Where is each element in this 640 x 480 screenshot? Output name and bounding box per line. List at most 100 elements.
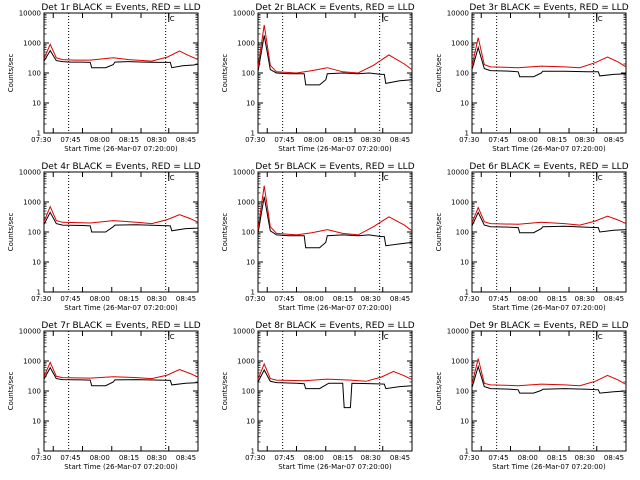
x-tick-label: 07:30 [245,136,265,144]
lld-series-line [471,37,627,69]
x-tick-label: 07:45 [488,136,508,144]
x-tick-label: 08:00 [90,295,110,303]
x-tick-label: 08:45 [176,136,196,144]
x-tick-label: 08:30 [575,454,595,462]
panel-title: Det 3r BLACK = Events, RED = LLD [469,3,628,13]
lld-series-line [257,185,413,236]
x-tick-label: 08:30 [147,136,167,144]
x-tick-label: 08:00 [518,454,538,462]
x-axis-label: Start Time (26-Mar-07 07:20:00) [64,463,178,471]
marker-c-label: C [598,174,603,182]
x-tick-label: 08:15 [333,136,353,144]
events-series-line [257,368,413,409]
detector-panel: Det 1r BLACK = Events, RED = LLD 1 10 100 10… [7,3,201,153]
panel-title: Det 8r BLACK = Events, RED = LLD [255,321,414,331]
y-tick-label: 1 [251,130,255,138]
y-tick-label: 100 [456,70,469,78]
y-tick-label: 1 [465,130,469,138]
y-axis-label: Counts/sec [7,54,15,93]
marker-c-label: C [384,174,389,182]
y-tick-label: 1 [37,130,41,138]
x-tick-label: 07:30 [31,454,51,462]
panel-title: Det 5r BLACK = Events, RED = LLD [255,162,414,172]
y-tick-label: 1 [251,289,255,297]
y-tick-label: 10000 [233,169,255,177]
y-tick-label: 10 [460,100,469,108]
x-tick-label: 07:45 [488,454,508,462]
y-axis-label: Counts/sec [221,372,229,411]
x-tick-label: 07:30 [459,136,479,144]
events-series-line [471,211,627,234]
y-tick-label: 1000 [23,40,41,48]
x-tick-label: 08:00 [304,136,324,144]
y-tick-label: 1000 [237,199,255,207]
y-tick-label: 1000 [237,40,255,48]
x-axis-label: Start Time (26-Mar-07 07:20:00) [278,304,392,312]
events-series-line [43,211,199,233]
y-tick-label: 10 [32,100,41,108]
y-axis-label: Counts/sec [7,372,15,411]
y-axis-label: Counts/sec [435,372,443,411]
y-tick-label: 10000 [447,10,469,18]
marker-c-label: C [598,333,603,341]
x-tick-label: 07:45 [274,295,294,303]
marker-c-label: C [170,174,175,182]
detector-panel: Det 6r BLACK = Events, RED = LLD 1 10 100 10… [435,162,629,312]
x-tick-label: 08:45 [390,454,410,462]
lld-series-line [257,24,413,74]
x-tick-label: 08:15 [333,295,353,303]
x-tick-label: 08:30 [147,295,167,303]
x-tick-label: 07:45 [274,136,294,144]
plot-frame [43,330,199,452]
y-tick-label: 10 [32,259,41,267]
plot-frame [471,12,627,134]
y-tick-label: 100 [242,388,255,396]
y-tick-label: 10000 [233,328,255,336]
x-axis-label: Start Time (26-Mar-07 07:20:00) [492,463,606,471]
events-series-line [257,35,413,86]
x-tick-label: 08:45 [390,295,410,303]
x-tick-label: 08:30 [575,136,595,144]
panel-title: Det 9r BLACK = Events, RED = LLD [469,321,628,331]
y-tick-label: 100 [242,229,255,237]
marker-c-label: C [384,15,389,23]
y-tick-label: 100 [242,70,255,78]
x-tick-label: 08:15 [547,454,567,462]
detector-panel: Det 7r BLACK = Events, RED = LLD 1 10 100 10… [7,321,201,471]
y-tick-label: 100 [456,229,469,237]
y-tick-label: 1000 [451,199,469,207]
lld-series-line [43,43,199,62]
events-series-line [471,364,627,394]
y-tick-label: 1000 [451,358,469,366]
y-tick-label: 100 [28,70,41,78]
marker-c-label: C [384,333,389,341]
detector-panel: Det 3r BLACK = Events, RED = LLD 1 10 100 10… [435,3,629,153]
x-tick-label: 07:45 [274,454,294,462]
panel-title: Det 7r BLACK = Events, RED = LLD [41,321,200,331]
x-tick-label: 07:45 [60,136,80,144]
panel-title: Det 4r BLACK = Events, RED = LLD [41,162,200,172]
marker-c-label: C [170,15,175,23]
y-tick-label: 100 [456,388,469,396]
x-tick-label: 08:30 [361,454,381,462]
y-tick-label: 10000 [233,10,255,18]
x-axis-label: Start Time (26-Mar-07 07:20:00) [492,145,606,153]
x-tick-label: 08:45 [604,295,624,303]
y-tick-label: 10000 [19,10,41,18]
events-series-line [43,366,199,387]
x-tick-label: 07:30 [245,295,265,303]
lld-series-line [257,362,413,382]
x-tick-label: 08:30 [575,295,595,303]
y-axis-label: Counts/sec [435,54,443,93]
x-tick-label: 08:15 [119,295,139,303]
x-axis-label: Start Time (26-Mar-07 07:20:00) [278,463,392,471]
x-tick-label: 08:15 [547,136,567,144]
y-tick-label: 1000 [451,40,469,48]
detector-panel: Det 9r BLACK = Events, RED = LLD 1 10 100 10… [435,321,629,471]
panel-title: Det 2r BLACK = Events, RED = LLD [255,3,414,13]
x-tick-label: 08:00 [518,295,538,303]
x-tick-label: 07:45 [488,295,508,303]
y-tick-label: 100 [28,388,41,396]
panel-title: Det 1r BLACK = Events, RED = LLD [41,3,200,13]
x-tick-label: 07:30 [459,454,479,462]
